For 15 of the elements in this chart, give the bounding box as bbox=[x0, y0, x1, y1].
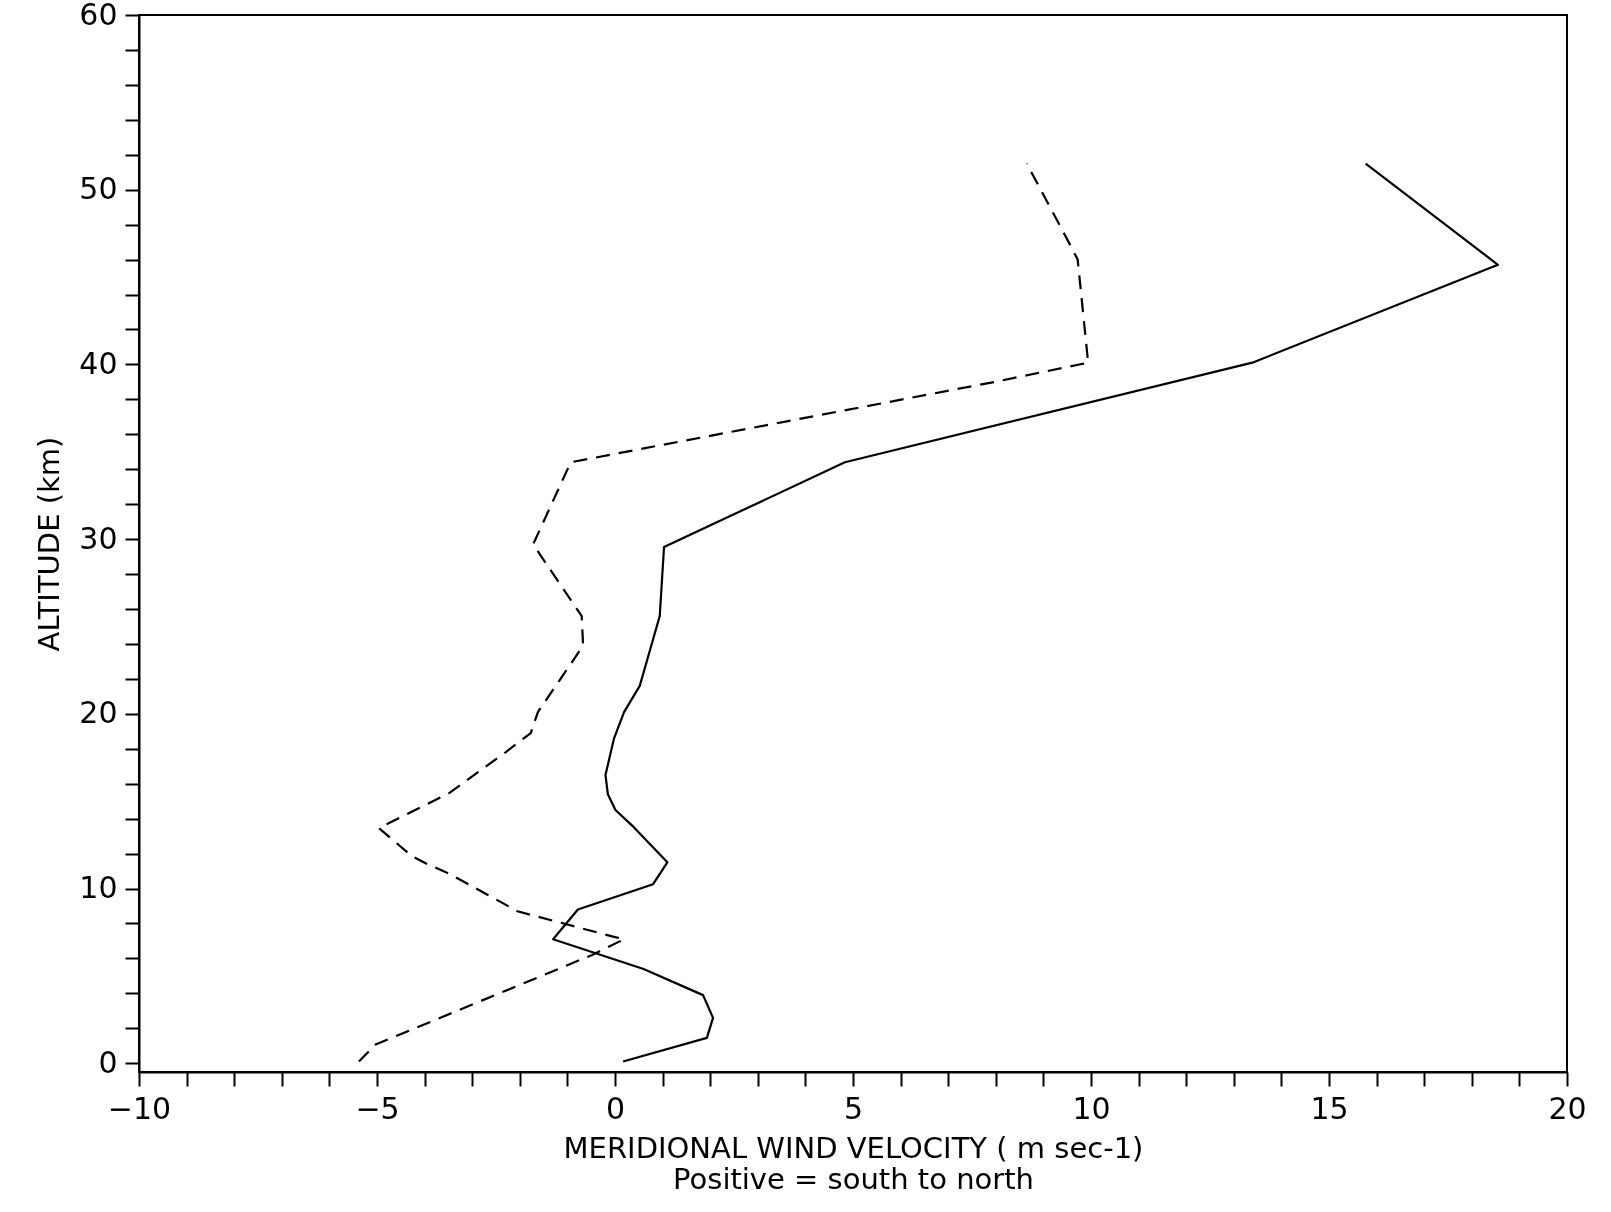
x-tick-label: −5 bbox=[355, 1090, 400, 1126]
y-tick-label: 0 bbox=[98, 1044, 118, 1080]
y-tick-label: 30 bbox=[79, 520, 118, 556]
y-tick-label: 50 bbox=[79, 171, 118, 207]
x-tick-label: 0 bbox=[605, 1090, 626, 1126]
y-tick-label: 10 bbox=[79, 870, 118, 906]
y-tick-label: 20 bbox=[79, 695, 118, 731]
x-tick-label: 5 bbox=[843, 1090, 864, 1126]
x-tick-label: −10 bbox=[107, 1090, 172, 1126]
x-tick-label: 15 bbox=[1310, 1090, 1349, 1126]
x-tick-label: 10 bbox=[1072, 1090, 1111, 1126]
x-tick-label: 20 bbox=[1548, 1090, 1587, 1126]
y-axis-title: ALTITUDE (km) bbox=[32, 436, 67, 652]
y-tick-label: 40 bbox=[79, 345, 118, 381]
y-tick-label: 60 bbox=[79, 0, 118, 32]
